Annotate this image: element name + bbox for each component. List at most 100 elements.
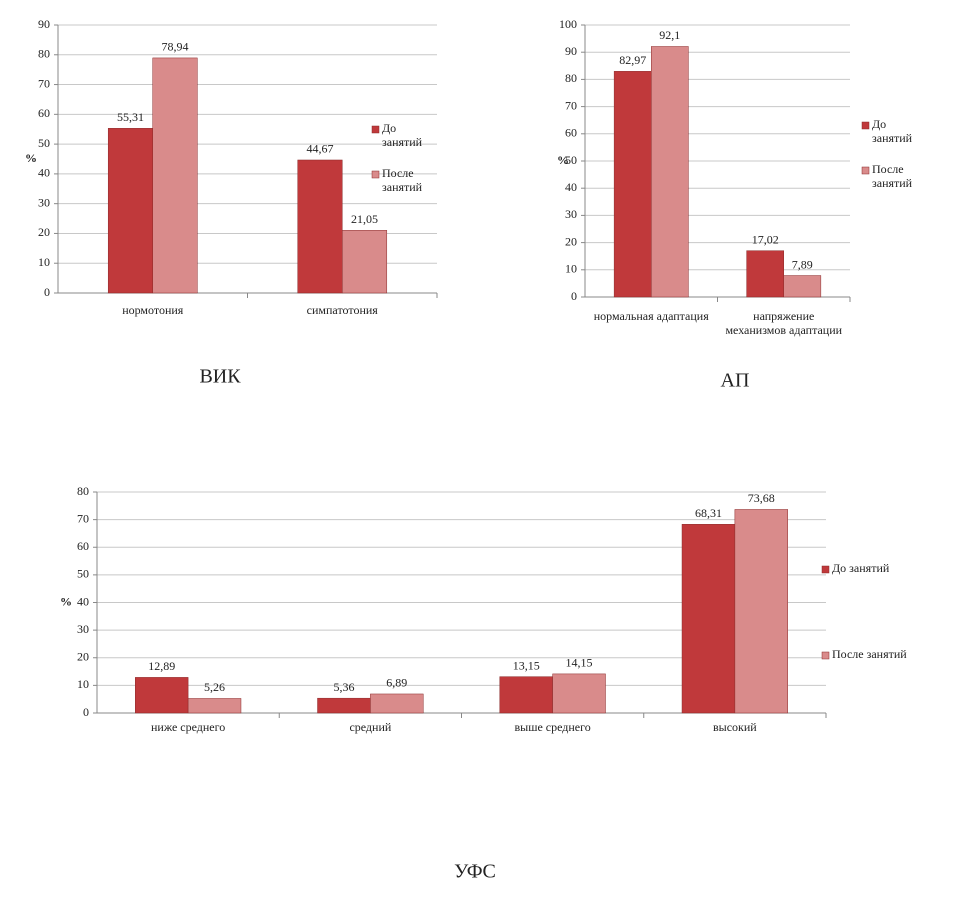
value-label: 5,26 (204, 680, 225, 694)
x-tick-label: выше среднего (514, 720, 591, 734)
x-tick-label-box: ниже среднего (150, 720, 226, 734)
y-tick-label: 70 (38, 76, 50, 90)
bar (107, 128, 153, 294)
bar (746, 250, 785, 298)
bar (317, 697, 371, 714)
y-tick-label: 60 (38, 106, 50, 120)
y-tick-label: 70 (77, 511, 89, 525)
x-tick-label: нормотония (122, 303, 184, 317)
value-label: 55,31 (117, 110, 144, 124)
bar (499, 676, 553, 714)
bar (552, 673, 606, 714)
x-tick-label-box: выше среднего (514, 720, 591, 734)
legend-label-box: До занятий (382, 121, 423, 149)
y-tick-label: 80 (565, 71, 577, 85)
y-tick-label: 50 (38, 136, 50, 150)
y-tick-label: 40 (38, 166, 50, 180)
bar (152, 57, 198, 294)
x-tick-label: напряжение механизмов адаптации (725, 309, 843, 337)
x-tick-label-box: нормальная адаптация (593, 309, 709, 323)
y-tick-label: 0 (83, 705, 89, 719)
x-tick-label-box: симпатотония (306, 303, 378, 317)
y-tick-label: 40 (565, 180, 577, 194)
y-tick-label: 100 (559, 17, 577, 31)
x-tick-label: симпатотония (306, 303, 378, 317)
bar (370, 693, 424, 714)
x-tick-label: высокий (713, 720, 757, 734)
bar (681, 524, 736, 714)
y-tick-label: 0 (44, 285, 50, 299)
value-label: 78,94 (162, 40, 189, 54)
y-tick-label: 80 (38, 47, 50, 61)
x-tick-label-box: нормотония (122, 303, 184, 317)
legend-label: После занятий (872, 162, 913, 190)
x-tick-label-box: высокий (713, 720, 757, 734)
y-axis-label: % (25, 151, 37, 165)
legend-swatch (821, 651, 830, 660)
value-label: 7,89 (792, 257, 813, 271)
x-tick-label: ниже среднего (150, 720, 226, 734)
y-tick-label: 30 (38, 195, 50, 209)
chart-caption: АП (721, 370, 750, 392)
bar (297, 159, 343, 294)
value-label: 44,67 (306, 142, 333, 156)
y-tick-label: 40 (77, 594, 89, 608)
bar (613, 71, 652, 298)
bar (342, 230, 388, 294)
legend-label-box: До занятий (832, 561, 890, 575)
legend-swatch (861, 166, 870, 175)
y-tick-label: 50 (77, 567, 89, 581)
x-tick-label: нормальная адаптация (593, 309, 709, 323)
y-tick-label: 90 (565, 44, 577, 58)
y-tick-label: 30 (77, 622, 89, 636)
value-label: 73,68 (748, 491, 775, 505)
legend-swatch (371, 125, 380, 134)
value-label: 68,31 (695, 506, 722, 520)
y-tick-label: 20 (38, 225, 50, 239)
y-tick-label: 20 (77, 650, 89, 664)
y-tick-label: 10 (38, 255, 50, 269)
legend-label: До занятий (832, 561, 890, 575)
legend-label: После занятий (832, 647, 907, 661)
bar (734, 509, 788, 714)
bar (783, 275, 822, 298)
legend-swatch (821, 565, 830, 574)
x-tick-label-box: средний (349, 720, 392, 734)
value-label: 21,05 (351, 212, 378, 226)
legend-label-box: После занятий (382, 166, 423, 194)
y-tick-label: 10 (565, 262, 577, 276)
x-tick-label-box: напряжение механизмов адаптации (725, 309, 843, 337)
y-tick-label: 60 (77, 539, 89, 553)
legend-swatch (371, 170, 380, 179)
value-label: 13,15 (513, 658, 540, 672)
y-tick-label: 60 (565, 126, 577, 140)
value-label: 14,15 (566, 656, 593, 670)
legend-label-box: До занятий (872, 117, 913, 145)
bar (651, 46, 689, 298)
y-tick-label: 90 (38, 17, 50, 31)
legend-label: До занятий (872, 117, 913, 145)
chart-caption: УФС (454, 861, 496, 883)
value-label: 6,89 (386, 676, 407, 690)
y-tick-label: 10 (77, 677, 89, 691)
bar (187, 698, 242, 714)
legend-label-box: После занятий (872, 162, 913, 190)
value-label: 5,36 (333, 680, 354, 694)
y-axis-label: % (557, 153, 569, 167)
y-tick-label: 0 (571, 289, 577, 303)
value-label: 12,89 (148, 659, 175, 673)
y-axis-label: % (60, 594, 72, 608)
y-tick-label: 50 (565, 153, 577, 167)
legend-label: После занятий (382, 166, 423, 194)
legend-swatch (861, 121, 870, 130)
y-tick-label: 70 (565, 98, 577, 112)
y-tick-label: 20 (565, 234, 577, 248)
chart-caption: ВИК (199, 366, 241, 388)
y-tick-label: 80 (77, 484, 89, 498)
value-label: 17,02 (752, 232, 779, 246)
x-tick-label: средний (349, 720, 392, 734)
value-label: 92,1 (659, 28, 680, 42)
y-tick-label: 30 (565, 207, 577, 221)
legend-label: До занятий (382, 121, 423, 149)
